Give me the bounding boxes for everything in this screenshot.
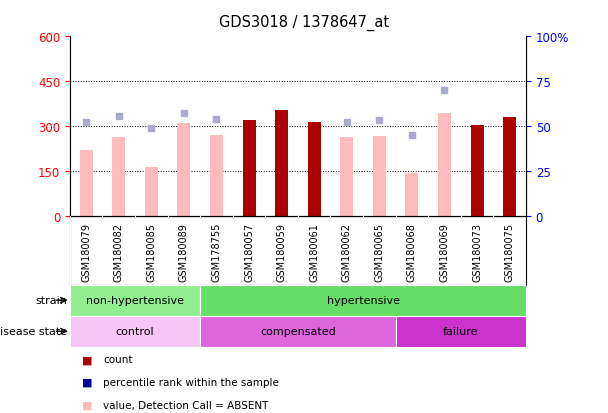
Text: GSM180082: GSM180082 [114,222,124,281]
Bar [471,126,483,217]
Text: GSM180068: GSM180068 [407,222,417,281]
Text: GSM180089: GSM180089 [179,222,189,281]
Text: ■: ■ [82,354,92,364]
Text: GSM180073: GSM180073 [472,222,482,281]
Text: GSM180061: GSM180061 [309,222,319,281]
Bar [406,174,418,217]
Bar [275,111,288,217]
Bar [178,124,190,217]
Text: GSM180085: GSM180085 [147,222,156,281]
Bar [145,167,158,217]
Bar [200,285,526,316]
Text: ■: ■ [82,377,92,387]
Text: strain: strain [35,295,67,306]
Bar [210,136,223,217]
Text: GSM180062: GSM180062 [342,222,352,281]
Text: GDS3018 / 1378647_at: GDS3018 / 1378647_at [219,14,389,31]
Bar [503,118,516,217]
Text: ■: ■ [82,400,92,410]
Bar [396,316,526,347]
Text: percentile rank within the sample: percentile rank within the sample [103,377,279,387]
Bar [373,137,386,217]
Text: GSM180075: GSM180075 [505,222,514,281]
Text: GSM180069: GSM180069 [440,222,449,281]
Bar [80,151,92,217]
Text: count: count [103,354,133,364]
Text: failure: failure [443,326,478,337]
Text: disease state: disease state [0,326,67,337]
Text: GSM180065: GSM180065 [375,222,384,281]
Bar [112,138,125,217]
Text: control: control [116,326,154,337]
Text: GSM180057: GSM180057 [244,222,254,281]
Bar [243,121,255,217]
Text: value, Detection Call = ABSENT: value, Detection Call = ABSENT [103,400,269,410]
Text: compensated: compensated [260,326,336,337]
Bar [70,285,200,316]
Text: GSM180079: GSM180079 [81,222,91,281]
Text: GSM180059: GSM180059 [277,222,286,281]
Bar [200,316,396,347]
Bar [438,114,451,217]
Text: non-hypertensive: non-hypertensive [86,295,184,306]
Text: GSM178755: GSM178755 [212,222,221,282]
Bar [70,316,200,347]
Bar [340,138,353,217]
Bar [308,123,320,217]
Text: hypertensive: hypertensive [326,295,399,306]
